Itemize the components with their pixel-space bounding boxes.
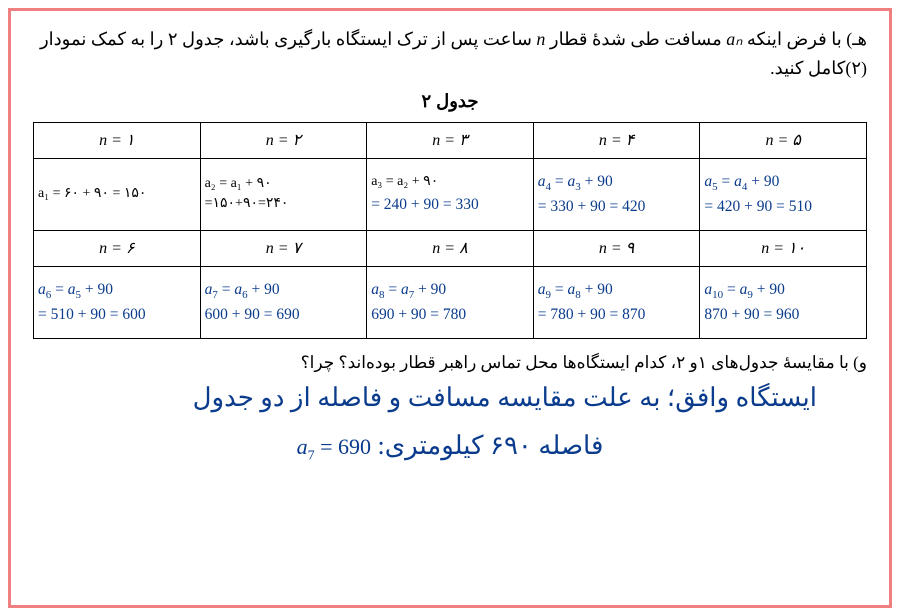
th-2: n = ۲ [200, 122, 367, 158]
cell-8: a8 = a7 + 90 690 + 90 = 780 [367, 266, 534, 338]
c4-l1: a4 = a3 + 90 [538, 170, 696, 196]
cell-4: a4 = a3 + 90 = 330 + 90 = 420 [533, 158, 700, 230]
th-3: n = ۳ [367, 122, 534, 158]
ans2-math: a7 = 690 [297, 434, 371, 459]
header-row-2: n = ۶ n = ۷ n = ۸ n = ۹ n = ۱۰ [34, 230, 867, 266]
answer-line-2: فاصله ۶۹۰ کیلومتری: a7 = 690 [33, 431, 867, 464]
prompt-var: aₙ [726, 29, 742, 49]
c6-l1: a6 = a5 + 90 [38, 278, 196, 304]
th-6: n = ۶ [34, 230, 201, 266]
c5-l1: a5 = a4 + 90 [704, 170, 862, 196]
cell-6: a6 = a5 + 90 = 510 + 90 = 600 [34, 266, 201, 338]
c9-l2: = 780 + 90 = 870 [538, 303, 696, 326]
th-5: n = ۵ [700, 122, 867, 158]
answer-line-1: ایستگاه وافق؛ به علت مقایسه مسافت و فاصل… [33, 383, 867, 413]
cell-2: a₂ = a₁ + ۹۰ =۱۵۰+۹۰=۲۴۰ [200, 158, 367, 230]
c3-l2: = 240 + 90 = 330 [371, 193, 529, 216]
prompt-text: هـ) با فرض اینکه aₙ مسافت طی شدهٔ قطار n… [33, 25, 867, 83]
th-4: n = ۴ [533, 122, 700, 158]
c5-l2: = 420 + 90 = 510 [704, 195, 862, 218]
c4-l2: = 330 + 90 = 420 [538, 195, 696, 218]
cell-1: a₁ = ۶۰ + ۹۰ = ۱۵۰ [34, 158, 201, 230]
cell-10: a10 = a9 + 90 870 + 90 = 960 [700, 266, 867, 338]
th-7: n = ۷ [200, 230, 367, 266]
th-10: n = ۱۰ [700, 230, 867, 266]
c8-l1: a8 = a7 + 90 [371, 278, 529, 304]
data-table: n = ۱ n = ۲ n = ۳ n = ۴ n = ۵ a₁ = ۶۰ + … [33, 122, 867, 339]
th-1: n = ۱ [34, 122, 201, 158]
cell-7: a7 = a6 + 90 600 + 90 = 690 [200, 266, 367, 338]
c3-l1: a₃ = a₂ + ۹۰ [371, 172, 529, 192]
th-9: n = ۹ [533, 230, 700, 266]
th-8: n = ۸ [367, 230, 534, 266]
prompt-mid: مسافت طی شدهٔ قطار [545, 29, 726, 49]
question-2: و) با مقایسهٔ جدول‌های ۱و ۲، کدام ایستگا… [33, 353, 867, 373]
cell-9: a9 = a8 + 90 = 780 + 90 = 870 [533, 266, 700, 338]
ans2-text: فاصله ۶۹۰ کیلومتری: [371, 431, 603, 460]
prompt-pre: هـ) با فرض اینکه [742, 29, 867, 49]
cell-5: a5 = a4 + 90 = 420 + 90 = 510 [700, 158, 867, 230]
c2-l2: =۱۵۰+۹۰=۲۴۰ [205, 194, 363, 214]
data-row-2: a6 = a5 + 90 = 510 + 90 = 600 a7 = a6 + … [34, 266, 867, 338]
cell-3: a₃ = a₂ + ۹۰ = 240 + 90 = 330 [367, 158, 534, 230]
c10-l1: a10 = a9 + 90 [704, 278, 862, 304]
c9-l1: a9 = a8 + 90 [538, 278, 696, 304]
header-row-1: n = ۱ n = ۲ n = ۳ n = ۴ n = ۵ [34, 122, 867, 158]
table-title: جدول ۲ [33, 91, 867, 112]
c2-l1: a₂ = a₁ + ۹۰ [205, 174, 363, 194]
data-row-1: a₁ = ۶۰ + ۹۰ = ۱۵۰ a₂ = a₁ + ۹۰ =۱۵۰+۹۰=… [34, 158, 867, 230]
c6-l2: = 510 + 90 = 600 [38, 303, 196, 326]
c8-l2: 690 + 90 = 780 [371, 303, 529, 326]
c10-l2: 870 + 90 = 960 [704, 303, 862, 326]
c7-l1: a7 = a6 + 90 [205, 278, 363, 304]
c1-text: a₁ = ۶۰ + ۹۰ = ۱۵۰ [38, 184, 196, 204]
c7-l2: 600 + 90 = 690 [205, 303, 363, 326]
